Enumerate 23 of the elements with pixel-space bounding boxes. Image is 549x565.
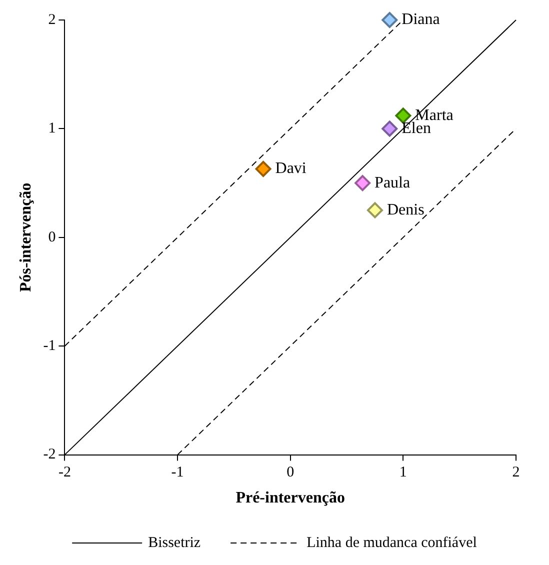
y-tick-label: -2 (43, 446, 56, 463)
x-tick-label: 2 (512, 464, 520, 481)
y-tick-label: 1 (48, 120, 56, 137)
legend-label: Linha de mudanca confiável (306, 534, 477, 551)
y-tick-label: -1 (43, 338, 56, 354)
point (382, 120, 398, 137)
x-tick-label: 0 (286, 464, 294, 481)
y-axis-title: Pós-intervenção (18, 182, 35, 292)
x-tick-label: -1 (171, 464, 184, 481)
annotation: Denis (386, 201, 424, 218)
y-tick-label: 0 (48, 229, 56, 246)
x-tick-label: 1 (399, 464, 407, 481)
x-tick-label: -2 (58, 464, 71, 481)
annotation: Davi (275, 160, 307, 178)
point (354, 175, 371, 192)
point (255, 160, 272, 177)
point (366, 202, 383, 218)
annotation: Paula (374, 174, 410, 192)
point (382, 12, 398, 28)
y-tick-label: 2 (48, 12, 56, 28)
annotation: Diana (402, 11, 440, 28)
legend-label: Bissetriz (148, 534, 201, 551)
x-axis-title: Pré-intervenção (236, 490, 345, 507)
